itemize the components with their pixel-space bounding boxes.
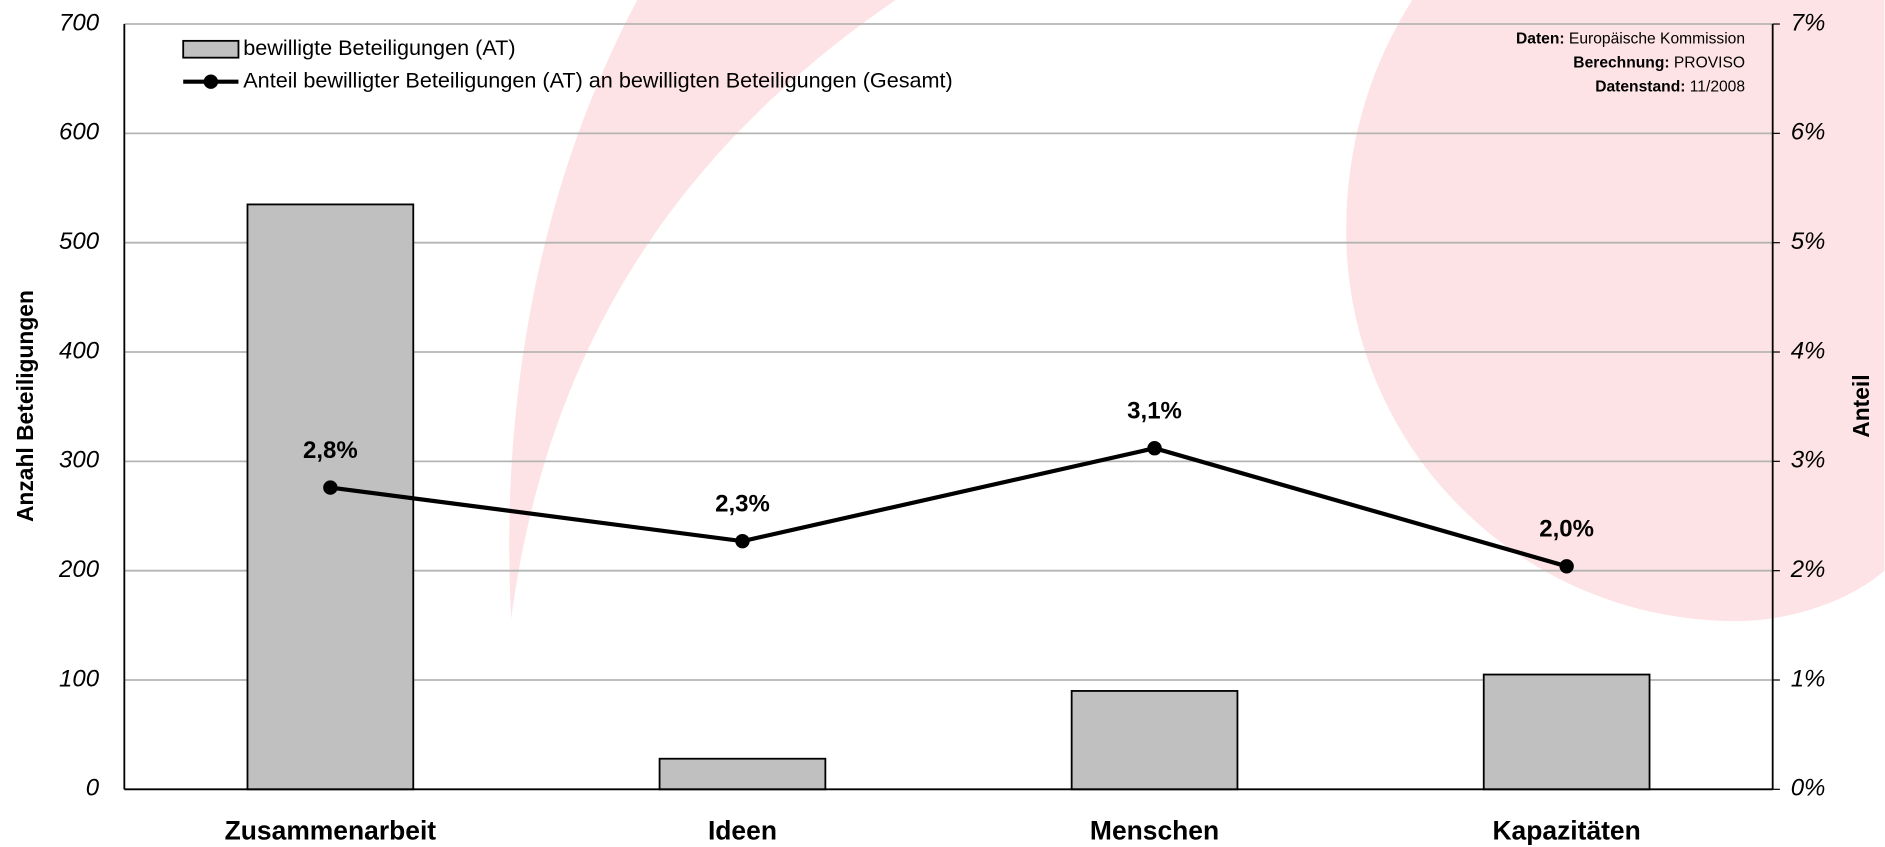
y2-tick-label: 7%	[1791, 9, 1826, 36]
y2-tick-label: 3%	[1791, 447, 1826, 474]
y2-tick-label: 4%	[1791, 337, 1826, 364]
data-label: 2,0%	[1539, 516, 1594, 543]
source-label: Daten:	[1516, 31, 1565, 48]
y-tick-label: 500	[59, 228, 100, 255]
legend-label: Anteil bewilligter Beteiligungen (AT) an…	[243, 67, 952, 92]
y-tick-label: 300	[59, 447, 100, 474]
y-tick-label: 700	[59, 9, 100, 36]
line-point	[735, 533, 750, 549]
source-label: Berechnung:	[1573, 55, 1669, 72]
source-note: Daten: Europäische Kommission	[1516, 31, 1745, 48]
y-tick-label: 0	[86, 775, 100, 802]
y-tick-label: 400	[59, 337, 100, 364]
source-note: Berechnung: PROVISO	[1573, 55, 1745, 72]
y2-tick-label: 0%	[1791, 775, 1826, 802]
watermark	[509, 0, 1885, 622]
x-tick-label: Ideen	[708, 816, 777, 846]
y2-tick-label: 6%	[1791, 119, 1826, 146]
source-text: Europäische Kommission	[1569, 31, 1745, 48]
y2-axis-title: Anteil	[1848, 374, 1874, 437]
source-note: Datenstand: 11/2008	[1595, 79, 1745, 96]
y2-tick-label: 1%	[1791, 665, 1826, 692]
y-tick-label: 200	[58, 556, 100, 583]
data-label: 2,8%	[303, 437, 358, 464]
bar	[1482, 673, 1651, 791]
x-tick-label: Kapazitäten	[1492, 816, 1640, 846]
data-label: 2,3%	[715, 490, 770, 517]
y2-tick-label: 2%	[1790, 556, 1826, 583]
line-point	[323, 480, 338, 495]
y-tick-label: 100	[59, 665, 100, 692]
line-point	[1559, 559, 1574, 574]
bar	[658, 757, 827, 791]
watermark-swoosh	[509, 0, 896, 619]
legend-swatch	[203, 74, 219, 89]
source-text: PROVISO	[1674, 55, 1745, 72]
source-label: Datenstand:	[1595, 79, 1685, 96]
watermark-circle	[1346, 0, 1885, 622]
y2-tick-label: 5%	[1791, 228, 1826, 255]
y-axis-title: Anzahl Beteiligungen	[12, 290, 38, 522]
legend-swatch	[182, 39, 240, 59]
source-text: 11/2008	[1690, 79, 1745, 96]
line	[330, 446, 1568, 569]
line-point	[1147, 441, 1162, 456]
x-tick-label: Menschen	[1090, 816, 1219, 846]
x-tick-label: Zusammenarbeit	[225, 816, 437, 846]
y-tick-label: 600	[59, 119, 100, 146]
data-label: 3,1%	[1127, 398, 1182, 425]
legend-label: bewilligte Beteiligungen (AT)	[243, 35, 515, 60]
bar	[1070, 690, 1239, 791]
